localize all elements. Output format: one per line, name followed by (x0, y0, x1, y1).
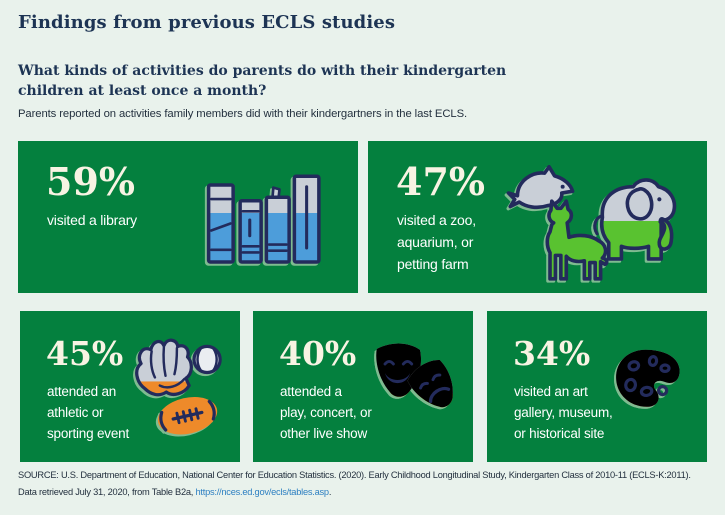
football-icon (157, 396, 218, 435)
stat-card-live-show: 40% attended a play, concert, or other l… (253, 311, 473, 462)
stat-percent: 40% (279, 334, 357, 373)
library-books-icon (206, 174, 321, 264)
source-line-2: Data retrieved July 31, 2020, from Table… (18, 487, 331, 497)
dolphin-icon (506, 165, 575, 210)
baseball-icon (192, 344, 222, 375)
source-line-2-prefix: Data retrieved July 31, 2020, from Table… (18, 487, 196, 497)
stat-label: attended a play, concert, or other live … (280, 384, 372, 441)
book-icon (292, 174, 321, 264)
question-heading: What kinds of activities do parents do w… (18, 63, 507, 100)
sports-equipment-icon (135, 338, 222, 435)
stat-label: attended an athletic or sporting event (47, 384, 130, 441)
stat-card-library: 59% visited a library (18, 141, 358, 293)
stat-percent: 59% (46, 159, 135, 204)
source-link[interactable]: https://nces.ed.gov/ecls/tables.asp (195, 487, 329, 497)
stat-percent: 47% (396, 159, 485, 204)
theater-masks-icon (376, 343, 464, 417)
book-icon (206, 183, 235, 264)
stat-card-sports: 45% attended an athletic or sporting eve… (20, 311, 240, 462)
paint-palette-icon (616, 349, 680, 407)
stat-percent: 34% (513, 334, 591, 373)
stat-label: visited a zoo, aquarium, or petting farm (397, 212, 476, 272)
stat-card-museum: 34% visited an art gallery, museum, or h… (487, 311, 707, 462)
source-line-2-suffix: . (328, 487, 332, 497)
stat-label: visited a library (47, 212, 137, 228)
book-icon (238, 199, 263, 264)
source-line-1: SOURCE: U.S. Department of Education, Na… (18, 470, 691, 480)
llama-icon (545, 199, 609, 281)
page-title: Findings from previous ECLS studies (18, 12, 396, 33)
intro-text: Parents reported on activities family me… (18, 108, 468, 120)
stat-card-zoo: 47% visited a zoo, aquarium, or petting … (368, 141, 707, 293)
zoo-animals-icon (506, 165, 677, 281)
elephant-icon (593, 178, 677, 261)
book-icon (264, 186, 291, 264)
stat-percent: 45% (46, 334, 124, 373)
stat-label: visited an art gallery, museum, or histo… (514, 384, 613, 441)
palette-shape (616, 349, 680, 407)
